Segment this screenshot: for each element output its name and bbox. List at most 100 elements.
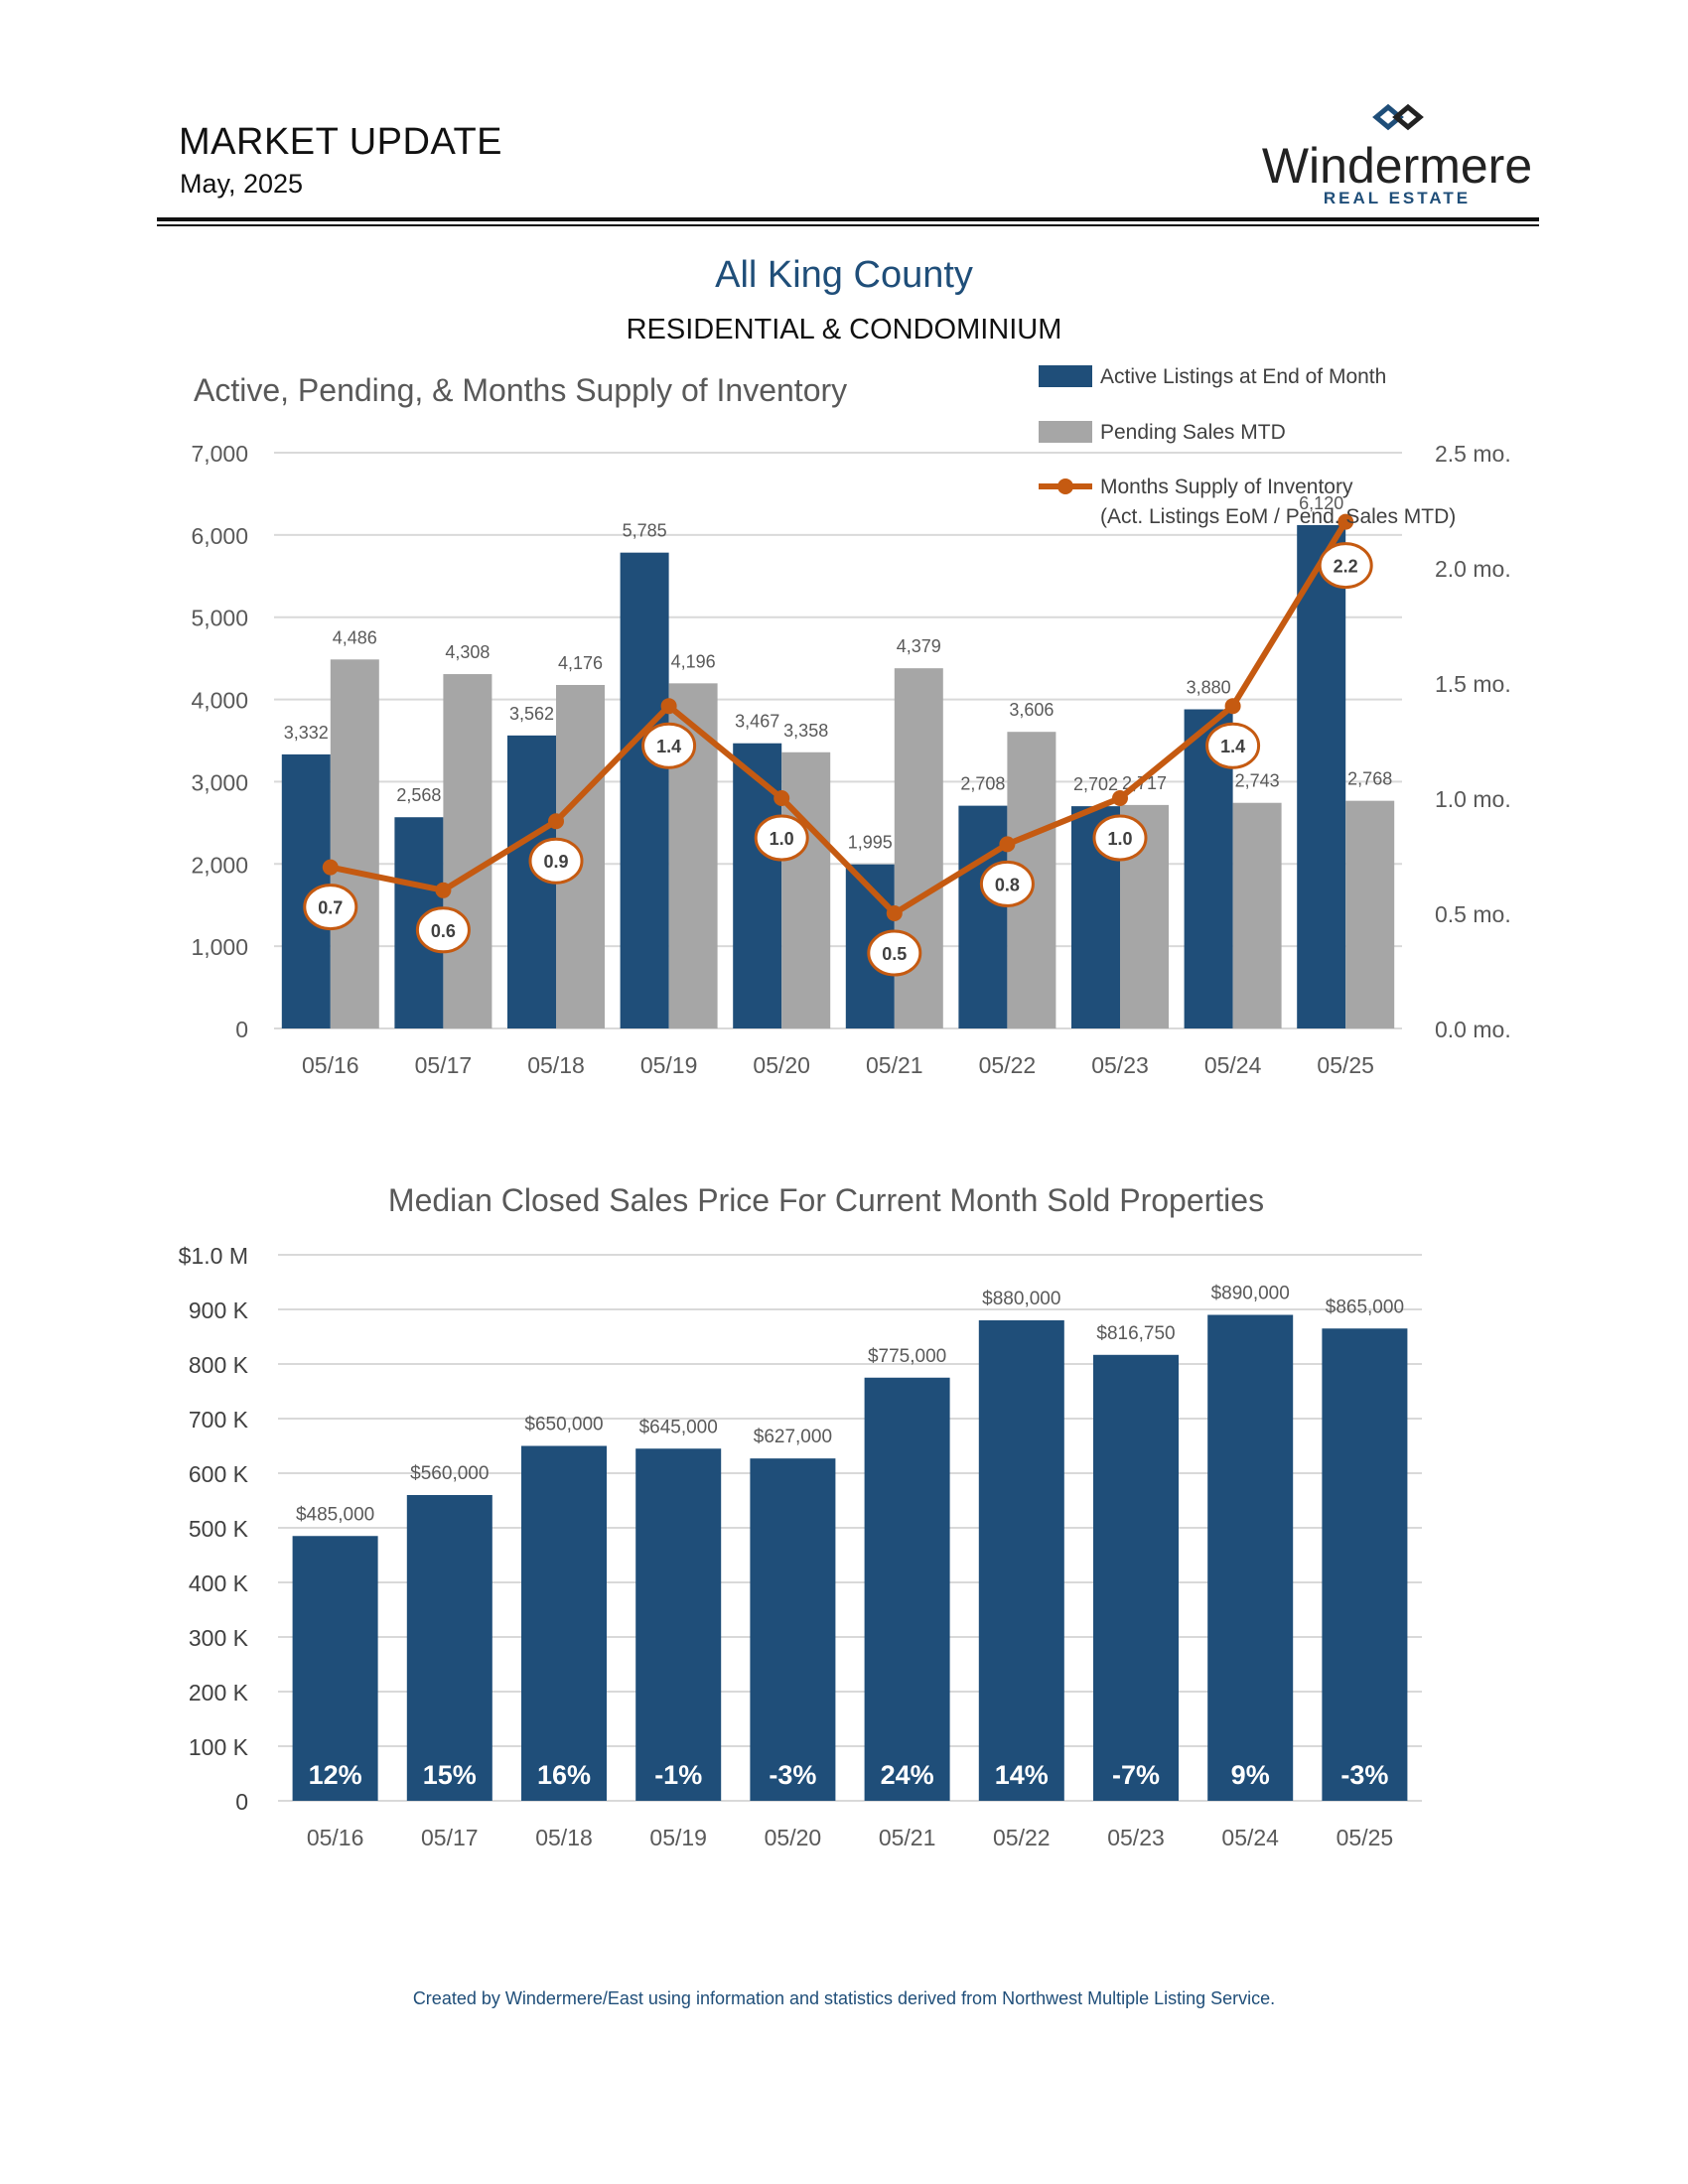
y-tick-label: 2,000 (191, 852, 248, 878)
legend-pending-label: Pending Sales MTD (1100, 421, 1286, 444)
x-tick-label: 05/25 (1317, 1052, 1374, 1078)
yoy-change-label: 14% (995, 1760, 1049, 1790)
x-tick-label: 05/19 (649, 1825, 707, 1850)
median-price-data-label: $627,000 (754, 1427, 832, 1447)
median-price-data-label: $865,000 (1326, 1297, 1404, 1317)
x-tick-label: 05/21 (879, 1825, 936, 1850)
pending-sales-bar (443, 674, 492, 1028)
active-data-label: 2,702 (1073, 774, 1118, 794)
active-data-label: 2,708 (960, 774, 1005, 794)
brand-name: Windermere (1261, 138, 1533, 194)
yoy-change-label: 12% (309, 1760, 362, 1790)
months-supply-data-label: 0.5 (882, 944, 907, 964)
x-tick-label: 05/16 (302, 1052, 359, 1078)
months-supply-point (660, 698, 677, 715)
median-price-chart: Median Closed Sales Price For Current Mo… (179, 1182, 1422, 1850)
x-tick-label: 05/17 (415, 1052, 473, 1078)
pending-sales-bar (781, 751, 831, 1028)
header-rule-thick (157, 217, 1539, 221)
y-tick-label: 3,000 (191, 769, 248, 795)
median-price-data-label: $560,000 (410, 1463, 489, 1484)
median-price-bar (1322, 1328, 1408, 1801)
yoy-change-label: 24% (881, 1760, 934, 1790)
months-supply-data-label: 1.0 (1107, 829, 1132, 849)
yoy-change-label: -3% (1340, 1760, 1388, 1790)
active-data-label: 3,467 (735, 712, 779, 732)
y2-tick-label: 1.0 mo. (1435, 786, 1511, 812)
pending-data-label: 4,176 (558, 653, 603, 673)
y2-tick-label: 0.0 mo. (1435, 1017, 1511, 1042)
months-supply-label-bubble (1205, 722, 1261, 769)
yoy-change-label: 9% (1231, 1760, 1270, 1790)
chart-title: Active, Pending, & Months Supply of Inve… (194, 372, 847, 408)
months-supply-data-label: 0.9 (543, 852, 568, 872)
months-supply-point (1337, 513, 1354, 530)
diamond-logo-icon (1372, 103, 1424, 131)
median-price-data-label: $485,000 (296, 1504, 374, 1525)
active-listings-bar (958, 805, 1008, 1028)
y-tick-label: 100 K (189, 1734, 249, 1760)
months-supply-label-bubble (303, 884, 358, 931)
median-price-bar (750, 1458, 836, 1801)
months-supply-data-label: 0.6 (431, 921, 456, 941)
months-supply-label-bubble (1092, 814, 1148, 862)
y2-tick-label: 2.5 mo. (1435, 441, 1511, 467)
months-supply-label-bubble (641, 722, 697, 769)
months-supply-data-label: 0.8 (995, 875, 1020, 894)
months-supply-label-bubble (528, 837, 584, 885)
median-price-bar (635, 1448, 722, 1801)
months-supply-point (322, 859, 339, 876)
legend-supply-label: Months Supply of Inventory (1100, 476, 1353, 498)
x-tick-label: 05/23 (1091, 1052, 1149, 1078)
months-supply-line (330, 520, 1348, 916)
months-supply-data-label: 1.4 (1220, 737, 1245, 756)
report-date: May, 2025 (180, 169, 304, 199)
median-price-bar (1093, 1354, 1179, 1801)
y-tick-label: 700 K (189, 1407, 249, 1433)
pending-data-label: 4,308 (445, 642, 490, 662)
brand-subtitle: REAL ESTATE (1323, 189, 1472, 207)
months-supply-point (999, 836, 1016, 853)
median-price-data-label: $890,000 (1211, 1284, 1290, 1304)
legend-active-label: Active Listings at End of Month (1100, 365, 1386, 388)
median-price-bar (521, 1445, 607, 1801)
legend-supply-label-2: (Act. Listings EoM / Pend. Sales MTD) (1100, 505, 1456, 528)
area-title: All King County (715, 254, 973, 296)
active-data-label: 3,880 (1187, 678, 1231, 698)
median-price-data-label: $880,000 (982, 1289, 1060, 1309)
active-data-label: 5,785 (623, 521, 667, 541)
median-price-bar (864, 1377, 950, 1801)
x-tick-label: 05/20 (753, 1052, 810, 1078)
months-supply-point (548, 813, 564, 830)
pending-data-label: 2,743 (1235, 771, 1280, 791)
months-supply-point (1224, 698, 1241, 715)
y-tick-label: 7,000 (191, 441, 248, 467)
median-price-data-label: $816,750 (1096, 1323, 1175, 1344)
months-supply-label-bubble (979, 860, 1035, 907)
y-tick-label: 500 K (189, 1516, 249, 1542)
inventory-chart: Active, Pending, & Months Supply of Inve… (191, 365, 1511, 1078)
months-supply-data-label: 0.7 (318, 898, 343, 918)
months-supply-label-bubble (1318, 542, 1373, 590)
yoy-change-label: -1% (654, 1760, 702, 1790)
y-tick-label: 1,000 (191, 934, 248, 960)
yoy-change-label: 16% (537, 1760, 591, 1790)
x-tick-label: 05/16 (307, 1825, 364, 1850)
legend-supply-marker (1057, 478, 1073, 494)
months-supply-data-label: 1.0 (770, 829, 794, 849)
x-tick-label: 05/19 (640, 1052, 698, 1078)
y-tick-label: 4,000 (191, 688, 248, 714)
pending-data-label: 4,486 (333, 627, 377, 647)
x-tick-label: 05/18 (535, 1825, 593, 1850)
active-data-label: 3,562 (509, 704, 554, 724)
pending-sales-bar (1232, 802, 1282, 1028)
chart-title: Median Closed Sales Price For Current Mo… (388, 1182, 1264, 1218)
source-footer: Created by Windermere/East using informa… (412, 1988, 1276, 2008)
yoy-change-label: -3% (769, 1760, 816, 1790)
median-price-bar (978, 1320, 1064, 1801)
y-tick-label: 400 K (189, 1570, 249, 1596)
pending-data-label: 3,606 (1009, 700, 1054, 720)
y2-tick-label: 2.0 mo. (1435, 556, 1511, 582)
report-title: MARKET UPDATE (179, 121, 503, 163)
x-tick-label: 05/22 (993, 1825, 1051, 1850)
